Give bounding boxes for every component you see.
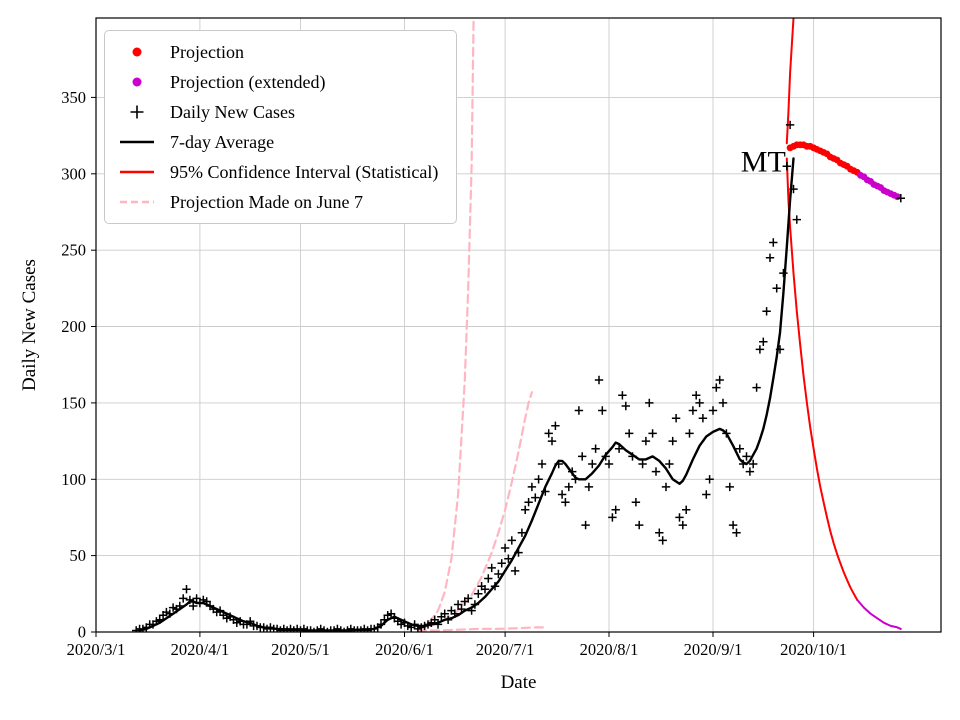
y-tick-label: 0	[78, 623, 86, 642]
plot-frame	[95, 17, 942, 633]
legend-item-label: Projection	[170, 42, 244, 62]
x-tick-label: 2020/4/1	[171, 640, 230, 659]
x-tick-label: 2020/6/1	[375, 640, 434, 659]
ci-lower	[785, 157, 859, 601]
legend-item-daily-new-cases: Daily New Cases	[117, 101, 438, 123]
june7-projection-lower	[416, 626, 547, 632]
state-annotation: MT	[741, 146, 786, 179]
y-tick-label: 50	[70, 546, 87, 565]
x-tick-label: 2020/7/1	[476, 640, 535, 659]
june7-projection-upper	[416, 18, 475, 630]
legend-item-label: 95% Confidence Interval (Statistical)	[170, 162, 439, 182]
x-tick-label: 2020/5/1	[271, 640, 330, 659]
y-tick-label: 350	[61, 88, 86, 107]
legend-item-95-confidence-interval-statistical: 95% Confidence Interval (Statistical)	[117, 161, 438, 183]
x-axis-title: Date	[500, 672, 537, 693]
line-legend-marker-icon	[117, 162, 157, 182]
legend-item-projection-extended: Projection (extended)	[117, 71, 438, 93]
legend-box: Projection Projection (extended) Daily New…	[104, 30, 458, 224]
projection	[786, 141, 861, 176]
legend-item-label: 7-day Average	[170, 132, 275, 152]
seven-day-average	[138, 157, 795, 632]
line-legend-marker-icon	[117, 132, 157, 152]
legend-item-7-day-average: 7-day Average	[117, 131, 438, 153]
dot-legend-marker-icon	[117, 42, 157, 62]
legend-item-projection: Projection	[117, 41, 438, 63]
y-tick-label: 300	[61, 164, 86, 183]
x-tick-label: 2020/8/1	[580, 640, 639, 659]
y-tick-label: 200	[61, 317, 86, 336]
y-tick-label: 250	[61, 241, 86, 260]
dot-legend-marker-icon	[117, 72, 157, 92]
axis-ticks	[91, 96, 815, 637]
legend-item-label: Daily New Cases	[170, 102, 295, 122]
ci-lower-extended	[856, 598, 902, 630]
x-tick-label: 2020/3/1	[67, 640, 126, 659]
projection-extended	[857, 171, 901, 201]
y-tick-label: 100	[61, 470, 86, 489]
y-axis-title: Daily New Cases	[19, 259, 40, 391]
y-tick-label: 150	[61, 393, 86, 412]
x-tick-label: 2020/9/1	[684, 640, 743, 659]
ci-upper	[785, 18, 795, 145]
x-tick-label: 2020/10/1	[780, 640, 847, 659]
legend-item-label: Projection (extended)	[170, 72, 326, 92]
plus-legend-marker-icon	[117, 102, 157, 122]
projection-end-marker	[896, 194, 905, 203]
dashed-line-legend-marker-icon	[117, 192, 157, 212]
legend-item-label: Projection Made on June 7	[170, 192, 363, 212]
legend-item-projection-made-on-june-7: Projection Made on June 7	[117, 191, 438, 213]
